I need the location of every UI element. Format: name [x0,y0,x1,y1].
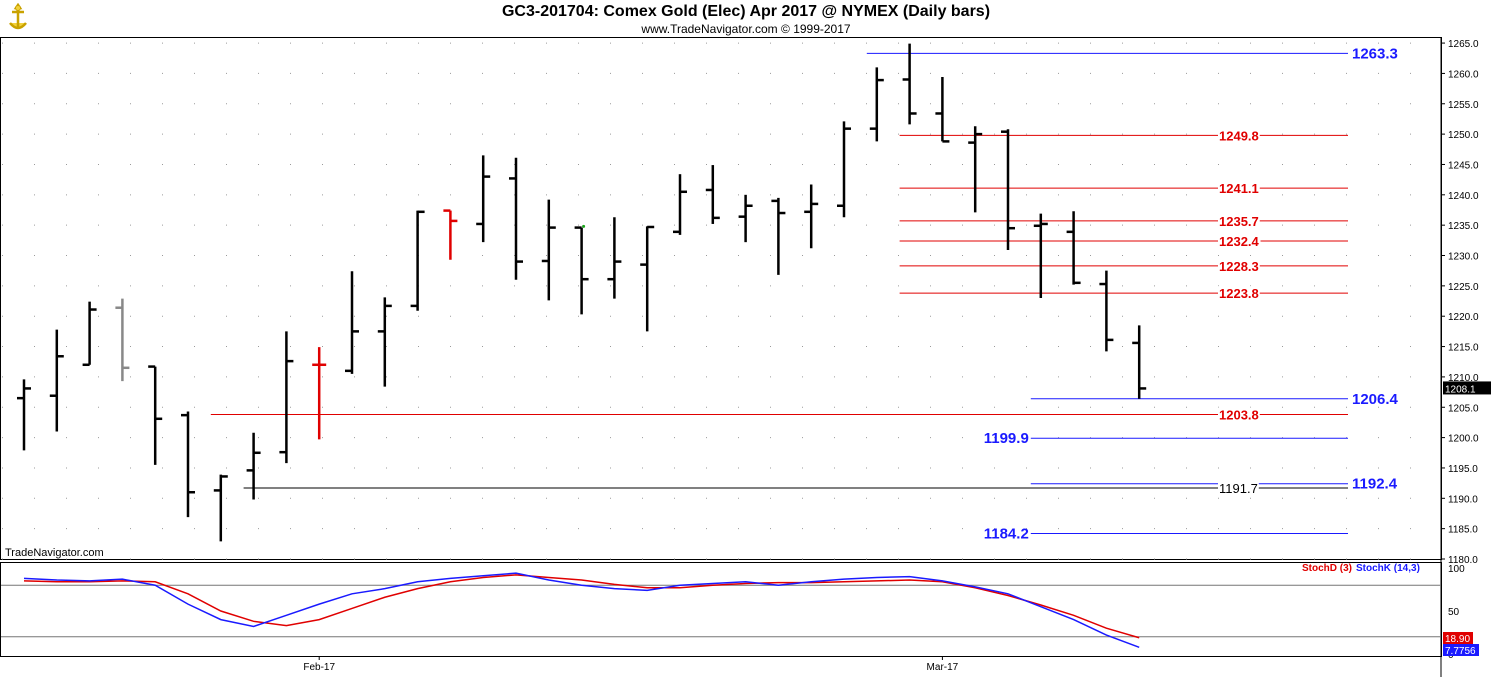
y-tick-label: 1225.0 [1448,282,1479,293]
ohlc-bar [410,210,425,311]
level-label: 1249.8 [1219,128,1259,143]
level-label-bg [1218,128,1260,144]
ohlc-bar [509,157,523,280]
chart-header: GC3-201704: Comex Gold (Elec) Apr 2017 @… [0,0,1492,36]
last-price-label: 1208.1 [1445,384,1476,395]
level-label: 1206.4 [1352,391,1399,408]
ohlc-bars [17,43,1147,542]
x-tick-label: Feb-17 [303,662,335,673]
ohlc-bar [968,126,983,213]
ohlc-bar [1099,270,1114,352]
ohlc-bar [148,365,163,465]
ohlc-bar [902,43,917,125]
level-label: 1199.9 [984,430,1029,447]
ohlc-bar [607,217,622,299]
ohlc-bar [377,297,392,387]
legend-stochk: StochK (14,3) [1356,563,1420,574]
last-price-box [1443,381,1491,395]
ohlc-bar [443,209,458,260]
ohlc-bar [312,347,327,440]
watermark-text: TradeNavigator.com [5,547,104,559]
ohlc-bar [115,298,130,382]
y-tick-label: 1245.0 [1448,160,1479,171]
osc-y-tick-label: 50 [1448,607,1460,618]
ohlc-bar [82,301,97,367]
y-tick-label: 1250.0 [1448,130,1479,141]
ohlc-bar [771,197,786,275]
ohlc-bar [279,331,294,464]
y-tick-label: 1205.0 [1448,403,1479,414]
signal-dot [582,224,586,228]
y-tick-label: 1210.0 [1448,373,1479,384]
level-label-bg [1218,233,1261,249]
level-label: 1223.8 [1219,286,1259,301]
y-tick-label: 1220.0 [1448,312,1479,323]
level-label: 1232.4 [1219,234,1260,249]
level-label-bg [1218,213,1260,229]
ohlc-bar [1001,129,1015,251]
ohlc-bar [246,432,261,500]
level-label: 1191.7 [1219,481,1258,496]
ohlc-bar [1033,213,1048,298]
ohlc-bar [869,67,884,142]
ohlc-bar [705,165,720,224]
level-label-bg [1218,480,1259,496]
y-tick-label: 1195.0 [1448,464,1478,475]
osc-d-value-box [1443,632,1473,644]
ohlc-bar [935,77,950,143]
x-tick-label: Mar-17 [927,662,959,673]
level-label: 1228.3 [1219,259,1259,274]
level-label-bg [1218,286,1260,302]
legend-stochd: StochD (3) [1302,563,1352,574]
level-label: 1203.8 [1219,408,1259,423]
level-label: 1241.1 [1219,181,1259,196]
osc-d-value: 18.90 [1445,634,1470,645]
ohlc-bar [574,226,589,315]
y-tick-label: 1230.0 [1448,252,1479,263]
osc-series-stochk [23,572,1140,649]
ohlc-bar [673,174,687,235]
ohlc-bar [804,184,819,249]
level-label: 1235.7 [1219,214,1259,229]
level-label: 1263.3 [1352,45,1398,62]
ohlc-bar [640,225,655,332]
osc-y-tick-label: 100 [1448,564,1465,575]
y-tick-label: 1255.0 [1448,100,1479,111]
level-label-bg [1218,258,1260,274]
y-tick-label: 1185.0 [1448,525,1478,536]
y-tick-label: 1200.0 [1448,434,1479,445]
ohlc-bar [1132,325,1147,399]
y-tick-label: 1235.0 [1448,221,1479,232]
level-label-bg [1218,181,1260,197]
ohlc-bar [345,271,359,374]
ohlc-bar [1066,211,1081,285]
osc-k-value: 7.7756 [1445,646,1476,657]
level-label: 1192.4 [1352,476,1398,493]
level-label: 1184.2 [984,526,1029,543]
y-tick-label: 1190.0 [1448,494,1478,505]
y-tick-label: 1265.0 [1448,39,1479,50]
level-label-bg [1218,407,1260,423]
osc-k-value-box [1443,644,1479,656]
ohlc-bar [181,411,195,518]
y-tick-label: 1240.0 [1448,191,1479,202]
ohlc-bar [738,194,753,243]
chart-title: GC3-201704: Comex Gold (Elec) Apr 2017 @… [501,3,991,20]
trade-navigator-logo-icon [4,3,32,33]
y-tick-label: 1215.0 [1448,343,1479,354]
y-tick-label: 1180.0 [1448,555,1478,566]
ohlc-bar [49,329,64,432]
ohlc-bar [17,379,31,451]
chart-subtitle: www.TradeNavigator.com © 1999-2017 [641,22,851,36]
ohlc-bar [837,121,851,218]
osc-series-stochd [23,574,1140,639]
ohlc-bar [541,199,556,301]
ohlc-bar [476,155,491,243]
y-tick-label: 1260.0 [1448,69,1479,80]
ohlc-bar [213,474,228,542]
